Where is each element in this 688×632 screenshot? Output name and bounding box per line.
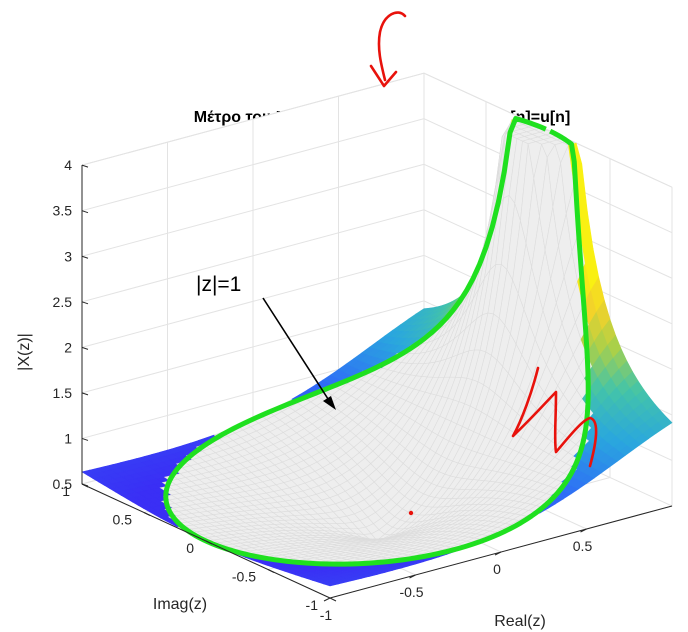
z-tick-mark [81, 301, 89, 305]
y-tick-mark [329, 597, 337, 602]
y-tick-mark [205, 540, 213, 545]
y-tick-mark [267, 569, 275, 573]
z-tick-mark [81, 437, 89, 441]
y-tick-label: -1 [306, 597, 319, 613]
zigzag-scribble [511, 366, 598, 468]
y-axis-label: Imag(z) [153, 596, 207, 613]
y-tick-label: -0.5 [232, 569, 256, 585]
annotation-arrowhead [323, 396, 336, 410]
y-tick-label: 0.5 [113, 512, 133, 528]
annotation-unit-circle: |z|=1 [196, 273, 336, 410]
y-tick-mark [143, 512, 151, 516]
z-tick-label: 1.5 [53, 385, 73, 401]
z-tick-label: 2 [64, 339, 72, 355]
x-tick-label: 0.5 [573, 538, 593, 554]
z-tick-label: 0.5 [53, 476, 73, 492]
tick-labels: -1-0.500.5-1-0.500.510.511.522.533.54 [53, 157, 593, 623]
z-tick-label: 3 [64, 248, 72, 264]
x-tick-mark [409, 574, 416, 579]
y-tick-label: 1 [62, 483, 70, 499]
x-tick-mark [580, 528, 587, 533]
z-tick-mark [81, 210, 89, 214]
x-tick-label: -1 [320, 607, 333, 623]
z-tick-label: 4 [64, 157, 72, 173]
z-tick-mark [81, 392, 89, 396]
z-tick-mark [81, 255, 89, 259]
x-tick-mark [323, 597, 331, 602]
handwritten-scribbles [369, 11, 598, 516]
arrow-scribble [377, 11, 407, 82]
z-tick-mark [81, 164, 89, 168]
surface-patch [658, 416, 673, 429]
x-tick-label: -0.5 [399, 584, 423, 600]
x-tick-label: 0 [493, 561, 501, 577]
dot-scribble [408, 510, 414, 516]
z-tick-mark [81, 483, 89, 487]
x-tick-mark [494, 551, 502, 556]
z-tick-mark [81, 346, 89, 350]
x-axis-label: Real(z) [494, 613, 546, 630]
annotation-arrow-line [262, 297, 331, 403]
annotation-label: |z|=1 [196, 273, 241, 296]
z-tick-label: 1 [64, 430, 72, 446]
z-tick-label: 3.5 [53, 203, 73, 219]
arrowhead-scribble [369, 64, 398, 88]
z-tick-label: 2.5 [53, 294, 73, 310]
z-axis-label: |X(z)| [16, 333, 33, 371]
y-tick-label: 0 [186, 540, 194, 556]
